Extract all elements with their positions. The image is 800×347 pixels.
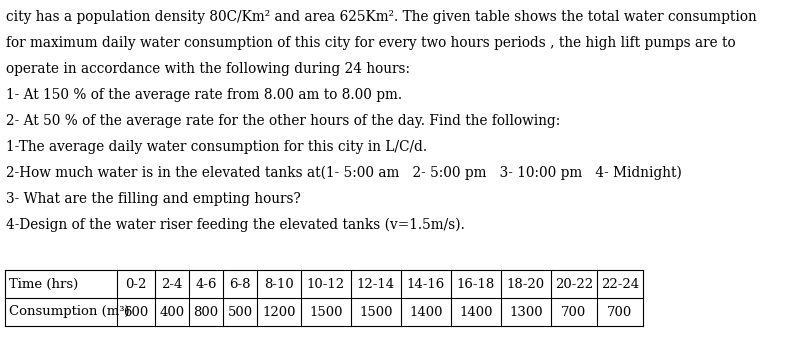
- Text: 14-16: 14-16: [407, 278, 445, 290]
- Text: 0-2: 0-2: [126, 278, 146, 290]
- Text: 10-12: 10-12: [307, 278, 345, 290]
- Text: 700: 700: [562, 305, 586, 319]
- Text: 12-14: 12-14: [357, 278, 395, 290]
- Text: 1200: 1200: [262, 305, 296, 319]
- Text: 600: 600: [123, 305, 149, 319]
- Text: 1300: 1300: [509, 305, 543, 319]
- Text: 2-4: 2-4: [162, 278, 182, 290]
- Text: 3- What are the filling and empting hours?: 3- What are the filling and empting hour…: [6, 192, 301, 206]
- Text: city has a population density 80C/Km² and area 625Km². The given table shows the: city has a population density 80C/Km² an…: [6, 10, 757, 24]
- Text: for maximum daily water consumption of this city for every two hours periods , t: for maximum daily water consumption of t…: [6, 36, 736, 50]
- Text: 700: 700: [607, 305, 633, 319]
- Text: 1500: 1500: [310, 305, 342, 319]
- Text: 400: 400: [159, 305, 185, 319]
- Text: 20-22: 20-22: [555, 278, 593, 290]
- Text: 8-10: 8-10: [264, 278, 294, 290]
- Text: 16-18: 16-18: [457, 278, 495, 290]
- Text: 1400: 1400: [410, 305, 442, 319]
- Text: 4-6: 4-6: [195, 278, 217, 290]
- Text: operate in accordance with the following during 24 hours:: operate in accordance with the following…: [6, 62, 410, 76]
- Text: 18-20: 18-20: [507, 278, 545, 290]
- Text: 22-24: 22-24: [601, 278, 639, 290]
- Text: 800: 800: [194, 305, 218, 319]
- Text: 1- At 150 % of the average rate from 8.00 am to 8.00 pm.: 1- At 150 % of the average rate from 8.0…: [6, 88, 402, 102]
- Text: 2- At 50 % of the average rate for the other hours of the day. Find the followin: 2- At 50 % of the average rate for the o…: [6, 114, 560, 128]
- Text: 4-Design of the water riser feeding the elevated tanks (v=1.5m/s).: 4-Design of the water riser feeding the …: [6, 218, 465, 232]
- Text: 1-The average daily water consumption for this city in L/C/d.: 1-The average daily water consumption fo…: [6, 140, 427, 154]
- Text: 2-How much water is in the elevated tanks at(1- 5:00 am   2- 5:00 pm   3- 10:00 : 2-How much water is in the elevated tank…: [6, 166, 682, 180]
- Text: 1500: 1500: [359, 305, 393, 319]
- Text: 6-8: 6-8: [230, 278, 250, 290]
- Text: Time (hrs): Time (hrs): [9, 278, 78, 290]
- Text: 500: 500: [227, 305, 253, 319]
- Text: 1400: 1400: [459, 305, 493, 319]
- Text: Consumption (m³): Consumption (m³): [9, 305, 130, 319]
